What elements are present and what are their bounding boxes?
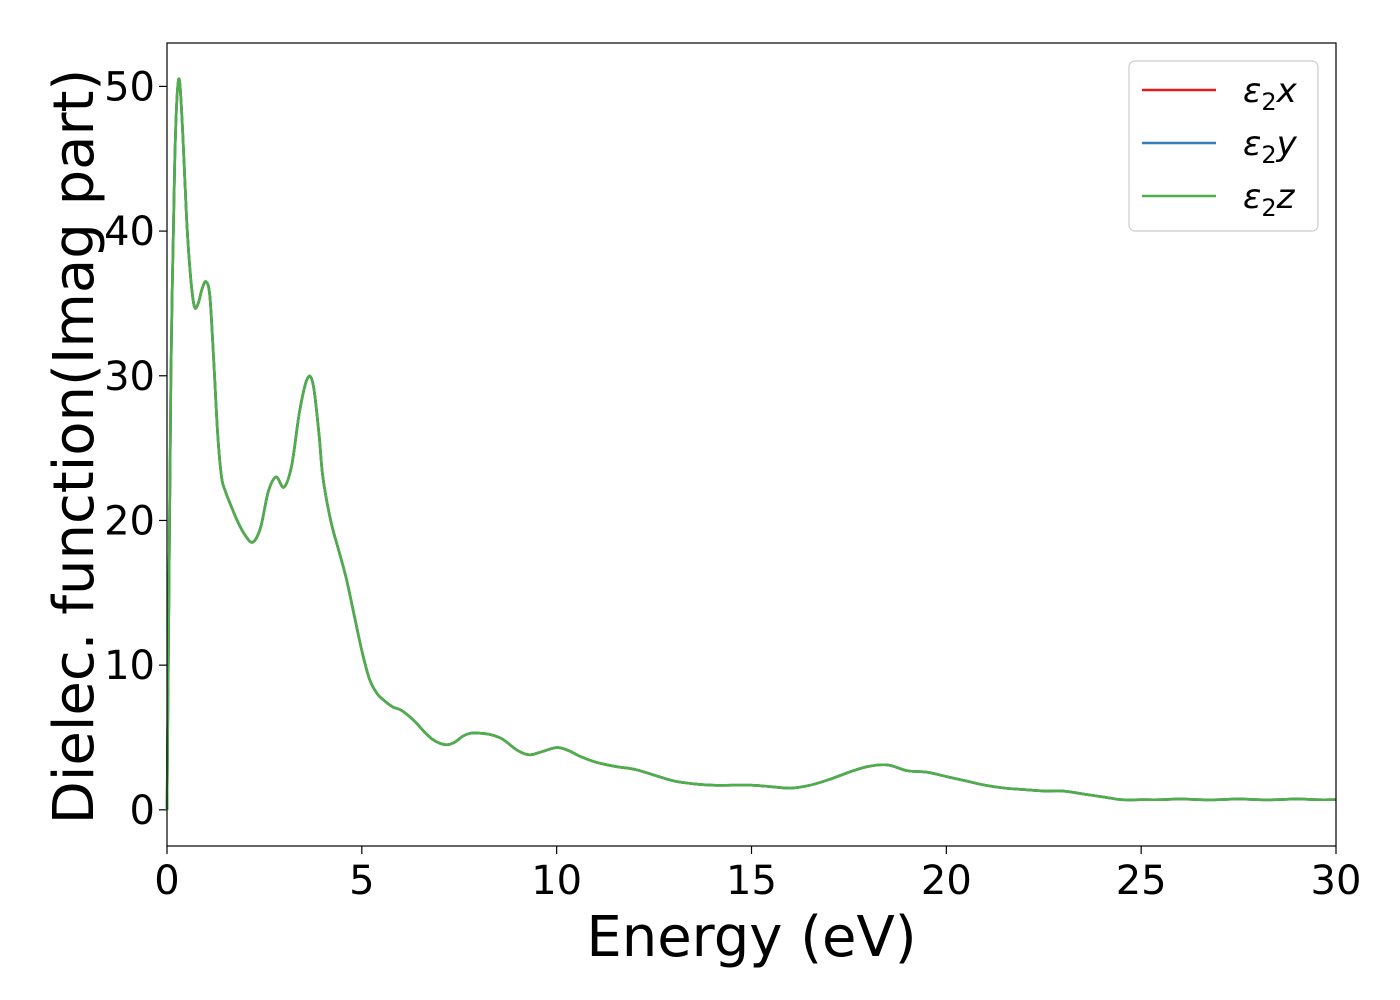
legend-label-eps2z: ε2z — [1243, 177, 1296, 222]
legend-label-eps2x: ε2x — [1243, 71, 1298, 116]
x-tick-label: 5 — [349, 858, 374, 904]
x-tick-label: 0 — [154, 858, 179, 904]
y-axis-title: Dielec. function(Imag part) — [42, 69, 107, 825]
legend: ε2x ε2y ε2z — [1128, 60, 1319, 232]
series-lines — [165, 77, 1337, 810]
y-axis-ticks: 0 10 20 30 40 50 — [104, 64, 167, 834]
x-axis-ticks: 0 5 10 15 20 25 30 — [154, 846, 1361, 904]
y-tick-label: 50 — [104, 64, 155, 110]
y-tick-label: 40 — [104, 209, 155, 255]
series-line-eps2z — [165, 77, 1337, 810]
x-tick-label: 25 — [1116, 858, 1167, 904]
x-axis-title: Energy (eV) — [586, 905, 916, 970]
x-tick-label: 30 — [1311, 858, 1362, 904]
x-tick-label: 10 — [531, 858, 582, 904]
y-tick-label: 10 — [104, 643, 155, 689]
y-tick-label: 0 — [130, 788, 155, 834]
y-tick-label: 20 — [104, 498, 155, 544]
legend-box — [1128, 60, 1319, 232]
y-tick-label: 30 — [104, 354, 155, 400]
x-tick-label: 20 — [921, 858, 972, 904]
plot-frame — [166, 42, 1337, 847]
legend-label-eps2y: ε2y — [1243, 124, 1298, 169]
x-tick-label: 15 — [726, 858, 777, 904]
